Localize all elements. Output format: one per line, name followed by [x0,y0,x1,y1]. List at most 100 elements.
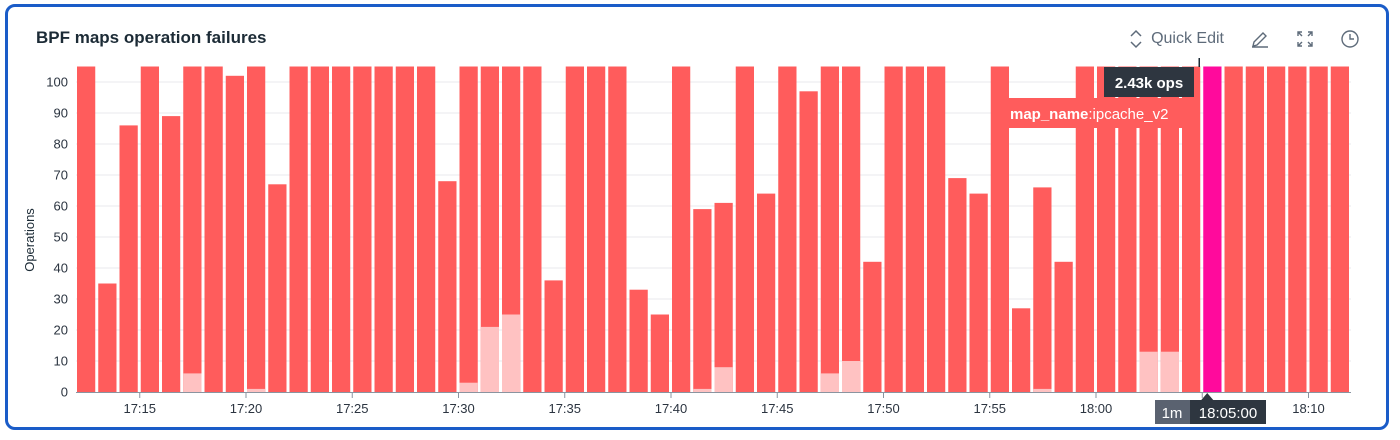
bar-17:25 [353,66,372,392]
bar-17:41 [693,209,712,392]
x-tick-label: 17:20 [230,401,263,416]
bar-secondary-17:41 [693,388,712,392]
bar-18:09 [1288,66,1307,392]
bar-secondary-17:20 [247,388,266,392]
bar-secondary-17:42 [714,367,733,392]
time-tooltip [1190,400,1266,424]
expand-icon[interactable] [1296,30,1314,48]
y-tick-label: 20 [54,323,68,338]
bar-17:48 [842,66,861,392]
bar-17:33 [523,66,542,392]
bar-17:47 [820,66,839,392]
bar-18:05 [1203,66,1222,392]
bar-17:46 [799,91,818,393]
bar-17:34 [544,280,563,392]
interval-text: 1m [1162,405,1183,422]
bar-17:35 [565,66,584,392]
value-tooltip-text: 2.43k ops [1115,75,1183,92]
bar-18:04 [1182,66,1201,392]
bar-18:07 [1245,66,1264,392]
bar-secondary-17:30 [459,382,478,392]
bar-17:36 [587,66,606,392]
bar-17:37 [608,66,627,392]
series-tooltip [1006,98,1194,128]
bar-17:58 [1054,261,1073,392]
bar-17:29 [438,181,457,392]
bar-17:53 [948,178,967,392]
bar-17:50 [884,66,903,392]
tag-key: map_name [1010,106,1088,123]
bar-17:27 [395,66,414,392]
bar-17:42 [714,202,733,392]
y-tick-label: 80 [54,137,68,152]
bar-17:54 [969,193,988,392]
bar-17:43 [735,66,754,392]
bar-17:40 [672,66,691,392]
bar-17:17 [183,66,202,392]
bar-17:26 [374,66,393,392]
bar-18:00 [1097,66,1116,392]
bar-18:06 [1224,66,1243,392]
bar-secondary-17:32 [502,314,521,392]
bar-17:24 [332,66,351,392]
bar-17:16 [162,116,181,392]
x-tick-label: 17:15 [123,401,156,416]
y-tick-label: 10 [54,354,68,369]
bar-18:10 [1309,66,1328,392]
bar-17:55 [990,66,1009,392]
interval-badge [1155,400,1190,424]
bar-secondary-17:31 [480,326,499,392]
bar-secondary-17:47 [820,373,839,392]
bar-17:12 [77,66,96,392]
bar-17:32 [502,66,521,392]
bar-17:20 [247,66,266,392]
y-tick-label: 70 [54,168,68,183]
value-tooltip [1104,67,1194,97]
bar-17:49 [863,261,882,392]
y-tick-label: 100 [46,75,68,90]
bar-secondary-17:48 [842,361,861,392]
bar-secondary-18:02 [1139,351,1158,392]
bar-17:57 [1033,187,1052,392]
bar-17:19 [225,75,244,393]
bar-17:21 [268,184,287,392]
series-tooltip-text: map_name:ipcache_v2 [1010,106,1168,123]
bar-17:31 [480,66,499,392]
clock-icon[interactable] [1340,29,1360,49]
pencil-icon[interactable] [1250,29,1270,49]
y-axis-label: Operations [22,208,37,272]
bar-17:56 [1012,308,1031,392]
bar-17:15 [140,66,159,392]
bar-18:01 [1118,66,1137,392]
bar-secondary-18:03 [1160,351,1179,392]
quick-edit-label: Quick Edit [1151,30,1224,47]
x-tick-label: 18:00 [1080,401,1113,416]
bar-18:11 [1330,66,1349,392]
bar-18:08 [1267,66,1286,392]
bar-17:30 [459,66,478,392]
bar-17:23 [310,66,329,392]
time-tooltip-text: 18:05:00 [1199,405,1257,422]
bar-17:18 [204,66,223,392]
bar-secondary-17:57 [1033,388,1052,392]
x-tick-label: 17:35 [548,401,581,416]
x-tick-label: 18:10 [1292,401,1325,416]
widget-title: BPF maps operation failures [36,28,267,47]
bar-18:02 [1139,66,1158,392]
x-tick-label: 17:40 [655,401,688,416]
bar-17:52 [927,66,946,392]
x-tick-label: 17:30 [442,401,475,416]
bar-17:13 [98,283,117,392]
time-tooltip-pointer [1201,393,1214,400]
bar-17:45 [778,66,797,392]
x-tick-label: 17:55 [973,401,1006,416]
quick-edit-button[interactable]: Quick Edit [1129,29,1224,49]
y-tick-label: 40 [54,261,68,276]
bar-17:28 [417,66,436,392]
x-tick-label: 17:25 [336,401,369,416]
y-tick-label: 30 [54,292,68,307]
chevron-up-down-icon [1130,29,1142,49]
x-tick-label: 17:50 [867,401,900,416]
bar-18:03 [1160,66,1179,392]
